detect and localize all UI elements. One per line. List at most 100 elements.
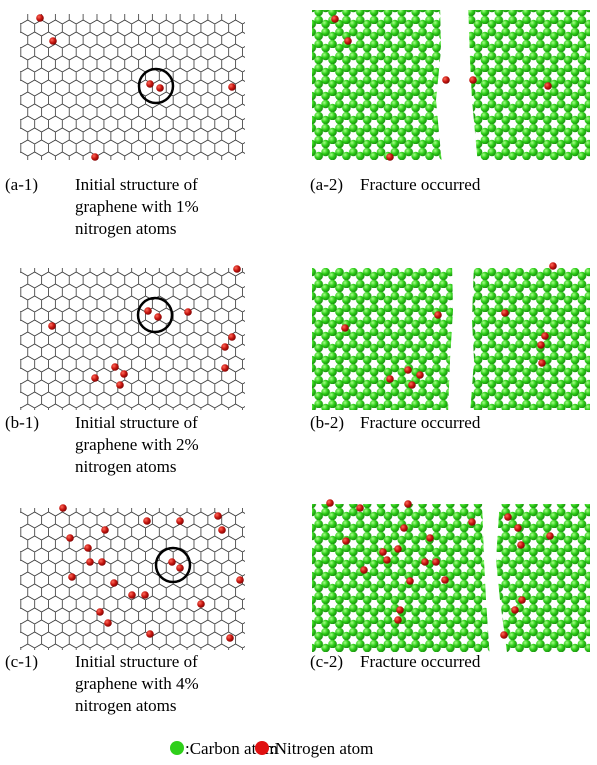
nitrogen-atom bbox=[101, 526, 109, 534]
nitrogen-atom bbox=[518, 596, 526, 604]
graphene-lattice bbox=[20, 508, 245, 650]
nitrogen-atom bbox=[104, 619, 112, 627]
panel-caption: graphene with 2% bbox=[75, 435, 199, 454]
panel-caption: Initial structure of bbox=[75, 175, 198, 194]
nitrogen-atom bbox=[96, 608, 104, 616]
nitrogen-atom bbox=[434, 311, 442, 319]
panel-caption: Fracture occurred bbox=[360, 413, 481, 432]
nitrogen-atom bbox=[344, 37, 352, 45]
nitrogen-atom bbox=[84, 544, 92, 552]
nitrogen-legend-marker bbox=[255, 741, 269, 755]
nitrogen-atom bbox=[228, 83, 236, 91]
nitrogen-atom bbox=[400, 524, 408, 532]
nitrogen-atom bbox=[342, 537, 350, 545]
nitrogen-atom bbox=[469, 76, 477, 84]
nitrogen-atom bbox=[141, 591, 149, 599]
panel-label: (a-1) bbox=[5, 175, 38, 194]
nitrogen-atom bbox=[386, 153, 394, 161]
nitrogen-atom bbox=[426, 534, 434, 542]
nitrogen-atom bbox=[221, 343, 229, 351]
legend-label: :Nitrogen atom bbox=[270, 739, 373, 758]
nitrogen-atom bbox=[442, 76, 450, 84]
nitrogen-atom bbox=[504, 513, 512, 521]
panel-caption: Fracture occurred bbox=[360, 652, 481, 671]
nitrogen-atom bbox=[146, 630, 154, 638]
nitrogen-atom bbox=[68, 573, 76, 581]
nitrogen-atom bbox=[66, 534, 74, 542]
nitrogen-atom bbox=[184, 308, 192, 316]
panel-caption: Fracture occurred bbox=[360, 175, 481, 194]
nitrogen-atom bbox=[116, 381, 124, 389]
nitrogen-atom bbox=[541, 332, 549, 340]
nitrogen-atom bbox=[356, 504, 364, 512]
nitrogen-atom bbox=[146, 80, 154, 88]
nitrogen-atom bbox=[511, 606, 519, 614]
nitrogen-atom bbox=[226, 634, 234, 642]
nitrogen-atom bbox=[537, 341, 545, 349]
nitrogen-atom bbox=[128, 591, 136, 599]
panel-label: (b-1) bbox=[5, 413, 39, 432]
nitrogen-atom bbox=[404, 500, 412, 508]
nitrogen-atom bbox=[341, 324, 349, 332]
graphene-lattice bbox=[20, 14, 245, 160]
nitrogen-atom bbox=[538, 359, 546, 367]
panel-caption: nitrogen atoms bbox=[75, 696, 177, 715]
nitrogen-atom bbox=[91, 374, 99, 382]
nitrogen-atom bbox=[406, 577, 414, 585]
nitrogen-atom bbox=[48, 322, 56, 330]
nitrogen-atom bbox=[110, 579, 118, 587]
nitrogen-atom bbox=[396, 606, 404, 614]
nitrogen-atom bbox=[394, 616, 402, 624]
nitrogen-atom bbox=[176, 564, 184, 572]
nitrogen-atom bbox=[546, 532, 554, 540]
nitrogen-atom bbox=[120, 370, 128, 378]
panel-label: (c-2) bbox=[310, 652, 343, 671]
panel-label: (c-1) bbox=[5, 652, 38, 671]
nitrogen-atom bbox=[111, 363, 119, 371]
nitrogen-atom bbox=[221, 364, 229, 372]
nitrogen-atom bbox=[176, 517, 184, 525]
nitrogen-atom bbox=[36, 14, 44, 22]
graphene-lattice bbox=[20, 268, 245, 410]
nitrogen-atom bbox=[197, 600, 205, 608]
nitrogen-atom bbox=[218, 526, 226, 534]
nitrogen-atom bbox=[59, 504, 67, 512]
nitrogen-atom bbox=[154, 313, 162, 321]
nitrogen-atom bbox=[501, 309, 509, 317]
panel-caption: nitrogen atoms bbox=[75, 219, 177, 238]
nitrogen-atom bbox=[233, 265, 241, 273]
nitrogen-atom bbox=[91, 153, 99, 161]
nitrogen-atom bbox=[86, 558, 94, 566]
nitrogen-atom bbox=[386, 375, 394, 383]
nitrogen-atom bbox=[500, 631, 508, 639]
nitrogen-atom bbox=[156, 84, 164, 92]
nitrogen-atom bbox=[98, 558, 106, 566]
panel-caption: nitrogen atoms bbox=[75, 457, 177, 476]
nitrogen-atom bbox=[432, 558, 440, 566]
nitrogen-atom bbox=[379, 548, 387, 556]
panel-caption: Initial structure of bbox=[75, 652, 198, 671]
nitrogen-atom bbox=[326, 499, 334, 507]
nitrogen-atom bbox=[143, 517, 151, 525]
nitrogen-atom bbox=[49, 37, 57, 45]
nitrogen-atom bbox=[331, 15, 339, 23]
nitrogen-atom bbox=[360, 566, 368, 574]
atom-lattice bbox=[312, 504, 590, 652]
nitrogen-atom bbox=[421, 558, 429, 566]
nitrogen-atom bbox=[168, 558, 176, 566]
nitrogen-atom bbox=[441, 576, 449, 584]
nitrogen-atom bbox=[214, 512, 222, 520]
nitrogen-atom bbox=[383, 556, 391, 564]
nitrogen-atom bbox=[394, 545, 402, 553]
panel-label: (a-2) bbox=[310, 175, 343, 194]
nitrogen-atom bbox=[416, 371, 424, 379]
panel-caption: Initial structure of bbox=[75, 413, 198, 432]
nitrogen-atom bbox=[408, 381, 416, 389]
panel-caption: graphene with 4% bbox=[75, 674, 199, 693]
nitrogen-atom bbox=[517, 541, 525, 549]
nitrogen-atom bbox=[514, 524, 522, 532]
figure: (a-1)Initial structure ofgraphene with 1… bbox=[0, 0, 597, 765]
panel-label: (b-2) bbox=[310, 413, 344, 432]
nitrogen-atom bbox=[236, 576, 244, 584]
